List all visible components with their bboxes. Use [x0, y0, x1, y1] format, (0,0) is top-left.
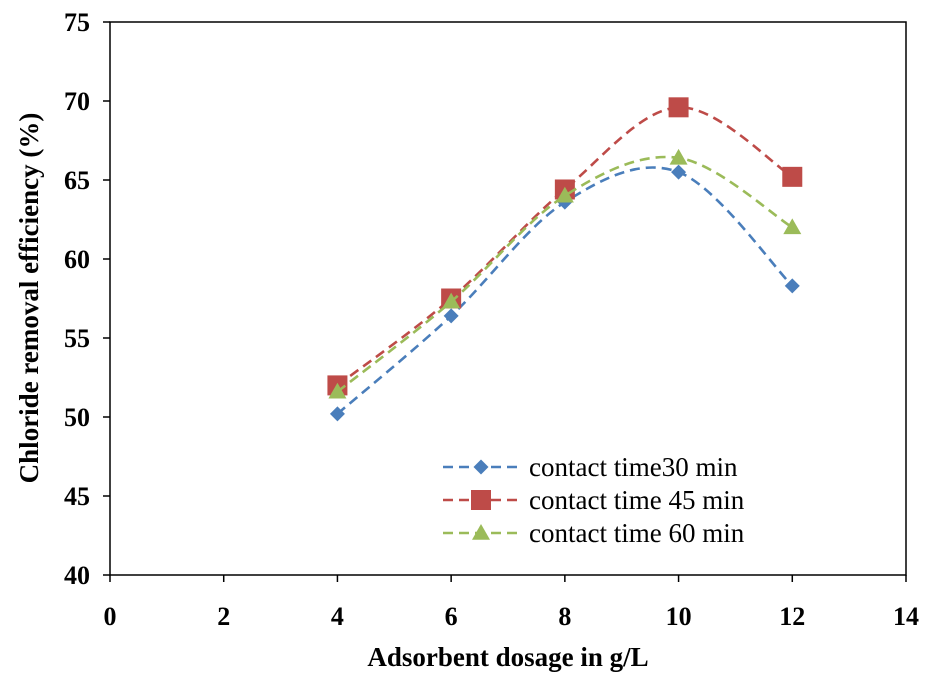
data-point	[443, 308, 459, 324]
data-point	[783, 218, 802, 235]
legend-marker	[472, 524, 490, 540]
x-tick-label: 8	[558, 602, 571, 631]
legend-marker	[473, 459, 489, 475]
x-tick-label: 10	[666, 602, 692, 631]
data-point	[555, 186, 574, 203]
y-tick-label: 45	[64, 482, 90, 511]
x-tick-label: 14	[893, 602, 919, 631]
data-point	[668, 97, 689, 118]
y-tick-label: 50	[64, 403, 90, 432]
y-tick-label: 75	[64, 8, 90, 37]
data-point	[328, 382, 347, 399]
legend-label: contact time 60 min	[529, 518, 745, 548]
y-axis-title: Chloride removal efficiency (%)	[14, 113, 44, 484]
y-tick-label: 60	[64, 245, 90, 274]
tick-marks	[103, 21, 907, 582]
series-line	[336, 106, 793, 387]
data-point	[329, 406, 345, 422]
x-tick-label: 6	[445, 602, 458, 631]
x-tick-label: 0	[104, 602, 117, 631]
data-point	[669, 148, 688, 165]
y-tick-label: 55	[64, 324, 90, 353]
legend-label: contact time30 min	[529, 452, 738, 482]
y-tick-label: 70	[64, 87, 90, 116]
x-tick-label: 2	[217, 602, 230, 631]
data-point	[784, 278, 800, 294]
data-point	[442, 292, 461, 309]
legend-marker	[471, 490, 491, 510]
y-tick-labels: 40 45 50 55 60 65 70 75	[64, 8, 90, 590]
x-tick-labels: 0 2 4 6 8 10 12 14	[104, 602, 920, 631]
x-axis-title: Adsorbent dosage in g/L	[367, 642, 648, 672]
plot-area	[109, 21, 907, 576]
y-tick-label: 65	[64, 166, 90, 195]
legend-label: contact time 45 min	[529, 485, 745, 515]
data-point	[782, 166, 803, 187]
y-tick-label: 40	[64, 561, 90, 590]
x-tick-label: 4	[331, 602, 344, 631]
x-tick-label: 12	[779, 602, 805, 631]
data-point	[671, 164, 687, 180]
series-layer	[327, 97, 803, 422]
